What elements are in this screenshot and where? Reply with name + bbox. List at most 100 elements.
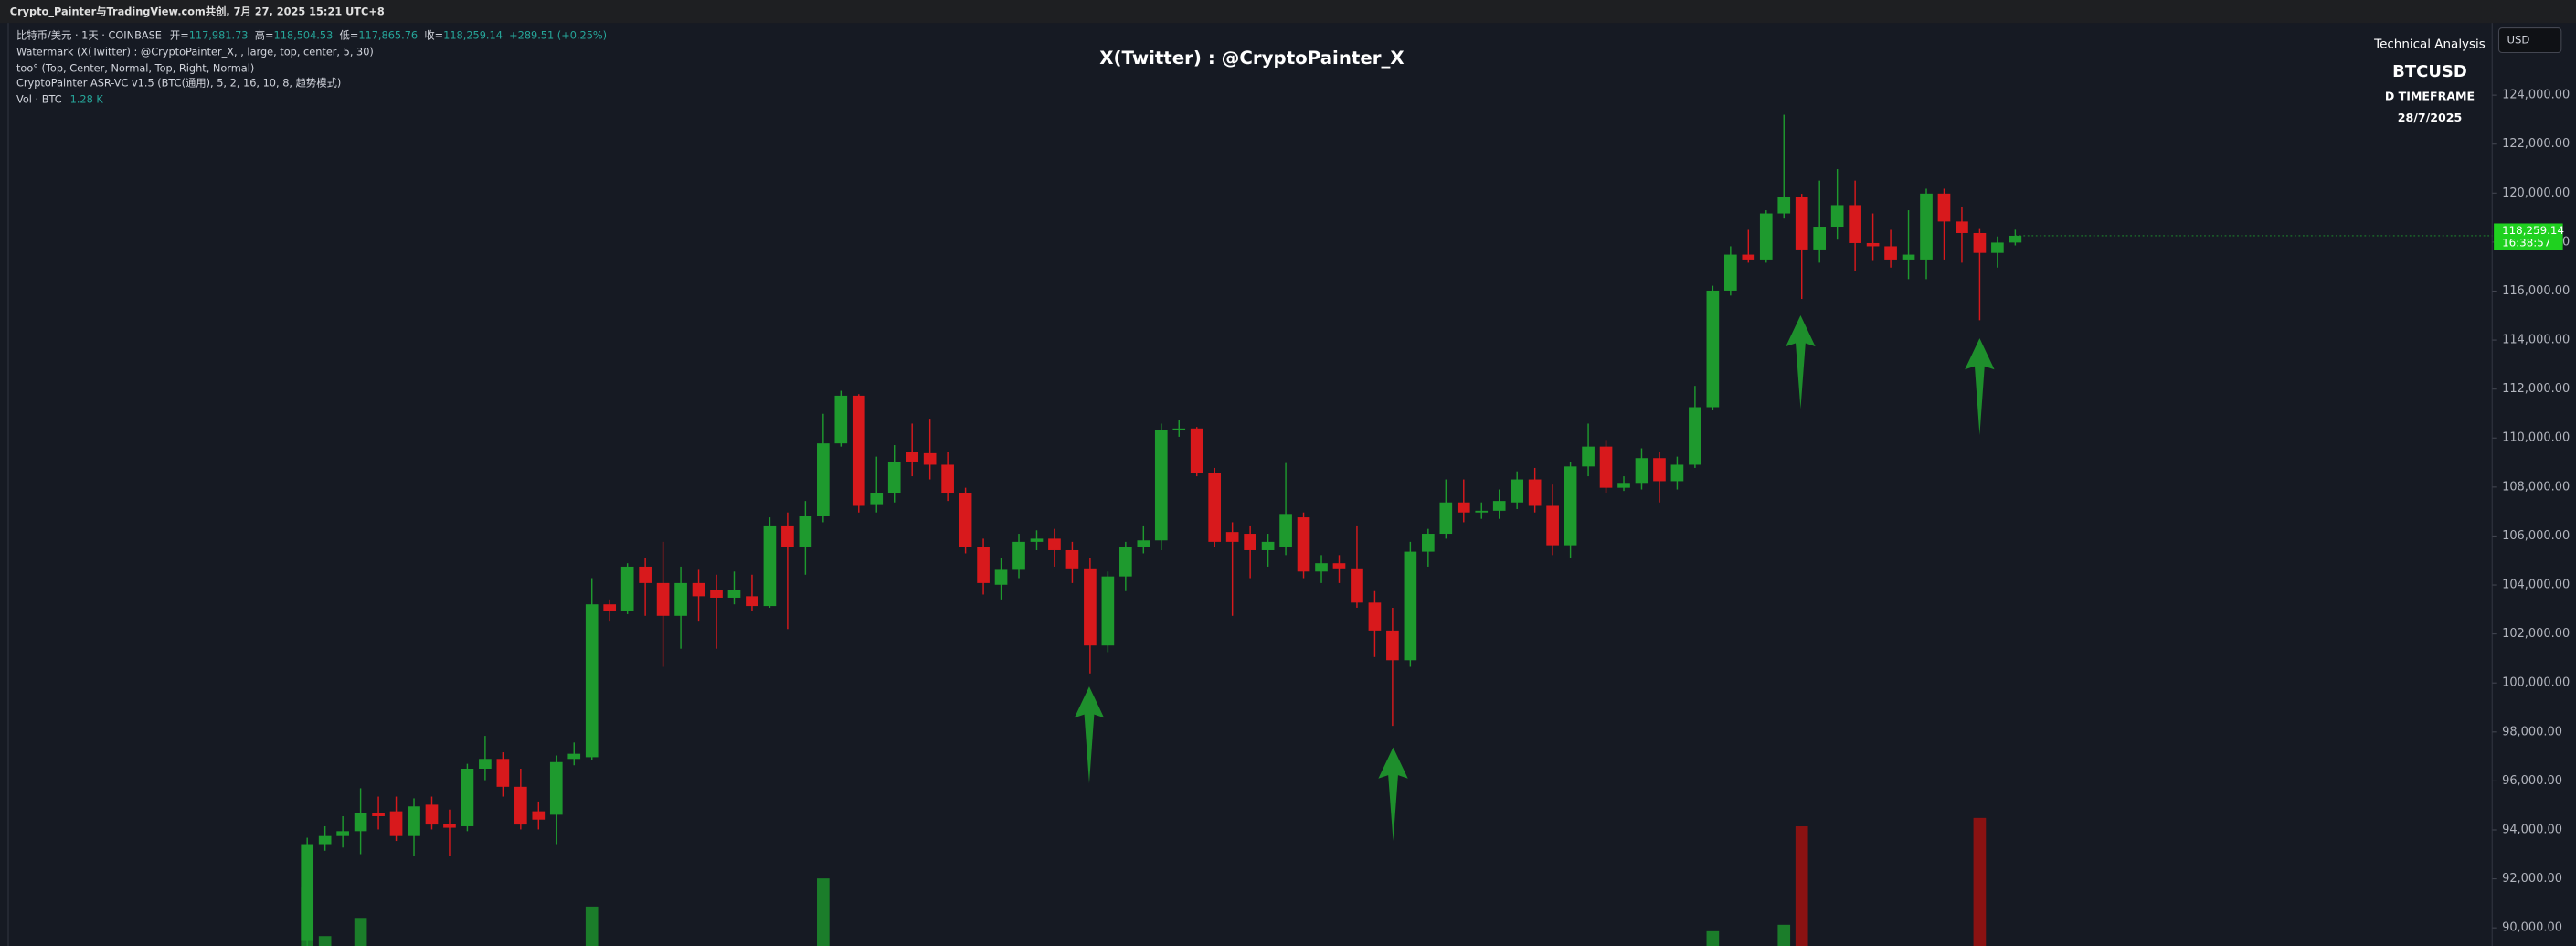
header-title: Crypto_Painter与TradingView.com共创, 7月 27,… <box>10 5 385 17</box>
arrows <box>1074 315 1995 841</box>
candle-body <box>887 461 901 494</box>
panel-date: 28/7/2025 <box>2398 111 2462 124</box>
panel-heading: Technical Analysis <box>2373 37 2486 52</box>
candle-body <box>1991 242 2004 253</box>
candle-body <box>906 451 919 462</box>
y-tick-label: 106,000.00 <box>2502 529 2570 543</box>
candle-body <box>567 753 581 760</box>
last-price-label: 118,259.14 <box>2502 224 2564 237</box>
candle-body <box>1795 197 1808 250</box>
candle-body <box>1689 407 1701 465</box>
candle-body <box>1279 514 1292 547</box>
candle-body <box>870 493 884 505</box>
candle-body <box>692 582 705 597</box>
y-tick-label: 92,000.00 <box>2502 872 2562 886</box>
y-tick-label: 104,000.00 <box>2502 579 2570 592</box>
candle-body <box>1511 479 1524 503</box>
low-value: 117,865.76 <box>358 29 418 42</box>
volume-bar <box>1973 817 1987 946</box>
candle-body <box>549 761 563 815</box>
candle-body <box>1902 254 1915 260</box>
volume-bar <box>817 878 830 946</box>
candle-body <box>1457 502 1470 513</box>
arrow <box>1965 338 1995 436</box>
candle-body <box>1884 246 1897 260</box>
last-price-tag <box>2494 223 2563 250</box>
open-label: 开= <box>170 29 189 42</box>
panel-timeframe: D TIMEFRAME <box>2385 90 2475 103</box>
y-tick-label: 112,000.00 <box>2502 382 2570 396</box>
candle-body <box>941 464 954 494</box>
candle-body <box>710 590 723 598</box>
candle-body <box>817 443 830 516</box>
volume-label: Vol · BTC <box>16 93 62 106</box>
candle-body <box>1564 466 1577 546</box>
candle-body <box>1012 541 1025 570</box>
candle-body <box>372 813 385 816</box>
candle-body <box>1849 205 1861 243</box>
candle-body <box>318 835 332 845</box>
candle-body <box>1777 197 1791 214</box>
volume-bar <box>585 906 599 946</box>
legend: 比特币/美元 · 1天 · COINBASE 开=117,981.73 高= 11… <box>16 29 607 106</box>
close-value: 118,259.14 <box>443 29 503 42</box>
candle-body <box>674 582 687 616</box>
high-label: 高= <box>255 29 274 42</box>
close-label: 收= <box>424 29 443 42</box>
legend-line: Vol · BTC 1.28 K <box>16 93 103 106</box>
candle-body <box>727 590 741 598</box>
candle-body <box>1475 510 1489 513</box>
candle-body <box>639 566 652 583</box>
candle-body <box>408 806 420 836</box>
candle-body <box>620 566 634 611</box>
y-tick-label: 96,000.00 <box>2502 774 2562 788</box>
candle-body <box>389 811 403 836</box>
currency-button[interactable] <box>2497 27 2562 54</box>
candle-body <box>834 395 848 444</box>
chart-title: X(Twitter) : @CryptoPainter_X <box>1099 48 1404 69</box>
y-tick-label: 100,000.00 <box>2502 676 2570 690</box>
candle-body <box>1297 517 1310 572</box>
candle-body <box>1119 547 1132 577</box>
candle-body <box>1351 568 1363 603</box>
candle-body <box>852 395 865 506</box>
candle-body <box>1030 538 1044 542</box>
y-tick-label: 124,000.00 <box>2502 89 2570 102</box>
candle-body <box>1920 193 1933 260</box>
candle-body <box>1084 568 1097 646</box>
arrow <box>1378 747 1408 841</box>
candle-body <box>479 759 492 770</box>
y-tick-label: 110,000.00 <box>2502 431 2570 445</box>
y-tick-label: 98,000.00 <box>2502 725 2562 739</box>
symbol: 比特币/美元 · 1天 · COINBASE <box>16 29 162 42</box>
legend-line: CryptoPainter ASR-VC v1.5 (BTC(通用), 5, 2… <box>16 77 341 90</box>
candle-body <box>1225 532 1239 542</box>
open-value: 117,981.73 <box>189 29 249 42</box>
candle-body <box>603 604 617 611</box>
y-tick-label: 116,000.00 <box>2502 284 2570 298</box>
candle-body <box>1261 541 1275 550</box>
candle-body <box>959 493 972 547</box>
candle-body <box>781 525 794 547</box>
candle-body <box>799 516 812 547</box>
y-tick-label: 114,000.00 <box>2502 334 2570 347</box>
legend-line: too° (Top, Center, Normal, Top, Right, N… <box>16 61 254 74</box>
countdown: 16:38:57 <box>2502 237 2550 250</box>
candle-body <box>425 804 439 825</box>
candle-body <box>763 525 777 607</box>
volume-bar <box>318 936 332 946</box>
candle-body <box>496 759 510 787</box>
candle-body <box>1154 430 1168 541</box>
candle-body <box>1315 563 1328 572</box>
currency[interactable]: USD <box>2507 34 2529 47</box>
volume-value: 1.28 K <box>70 93 104 106</box>
candle-body <box>1742 254 1755 260</box>
volume-bar <box>1795 826 1808 946</box>
candle-body <box>585 604 599 758</box>
candle-body <box>1101 576 1115 646</box>
candle-body <box>1956 221 1968 233</box>
candle-body <box>1599 446 1613 488</box>
y-tick-label: 108,000.00 <box>2502 480 2570 494</box>
candle-body <box>336 831 349 836</box>
